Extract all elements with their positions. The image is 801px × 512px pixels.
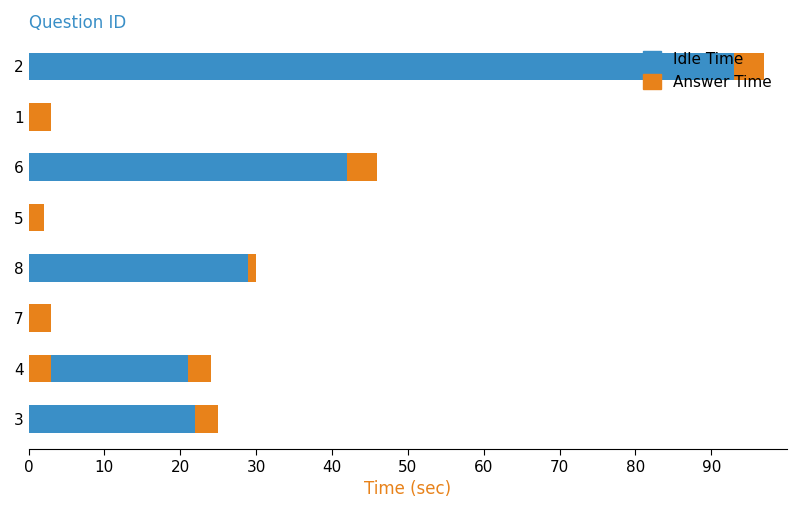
- Bar: [29, 304, 51, 332]
- Legend: Idle Time, Answer Time: Idle Time, Answer Time: [635, 44, 779, 97]
- Bar: [51, 355, 187, 382]
- Bar: [29, 53, 734, 80]
- Text: Question ID: Question ID: [29, 14, 126, 32]
- Bar: [29, 204, 44, 231]
- Bar: [29, 405, 195, 433]
- Bar: [29, 254, 248, 282]
- Bar: [29, 355, 51, 382]
- X-axis label: Time (sec): Time (sec): [364, 480, 452, 498]
- Bar: [734, 53, 764, 80]
- Bar: [347, 153, 377, 181]
- Bar: [187, 355, 211, 382]
- Bar: [248, 254, 256, 282]
- Bar: [29, 103, 51, 131]
- Bar: [195, 405, 218, 433]
- Bar: [29, 153, 347, 181]
